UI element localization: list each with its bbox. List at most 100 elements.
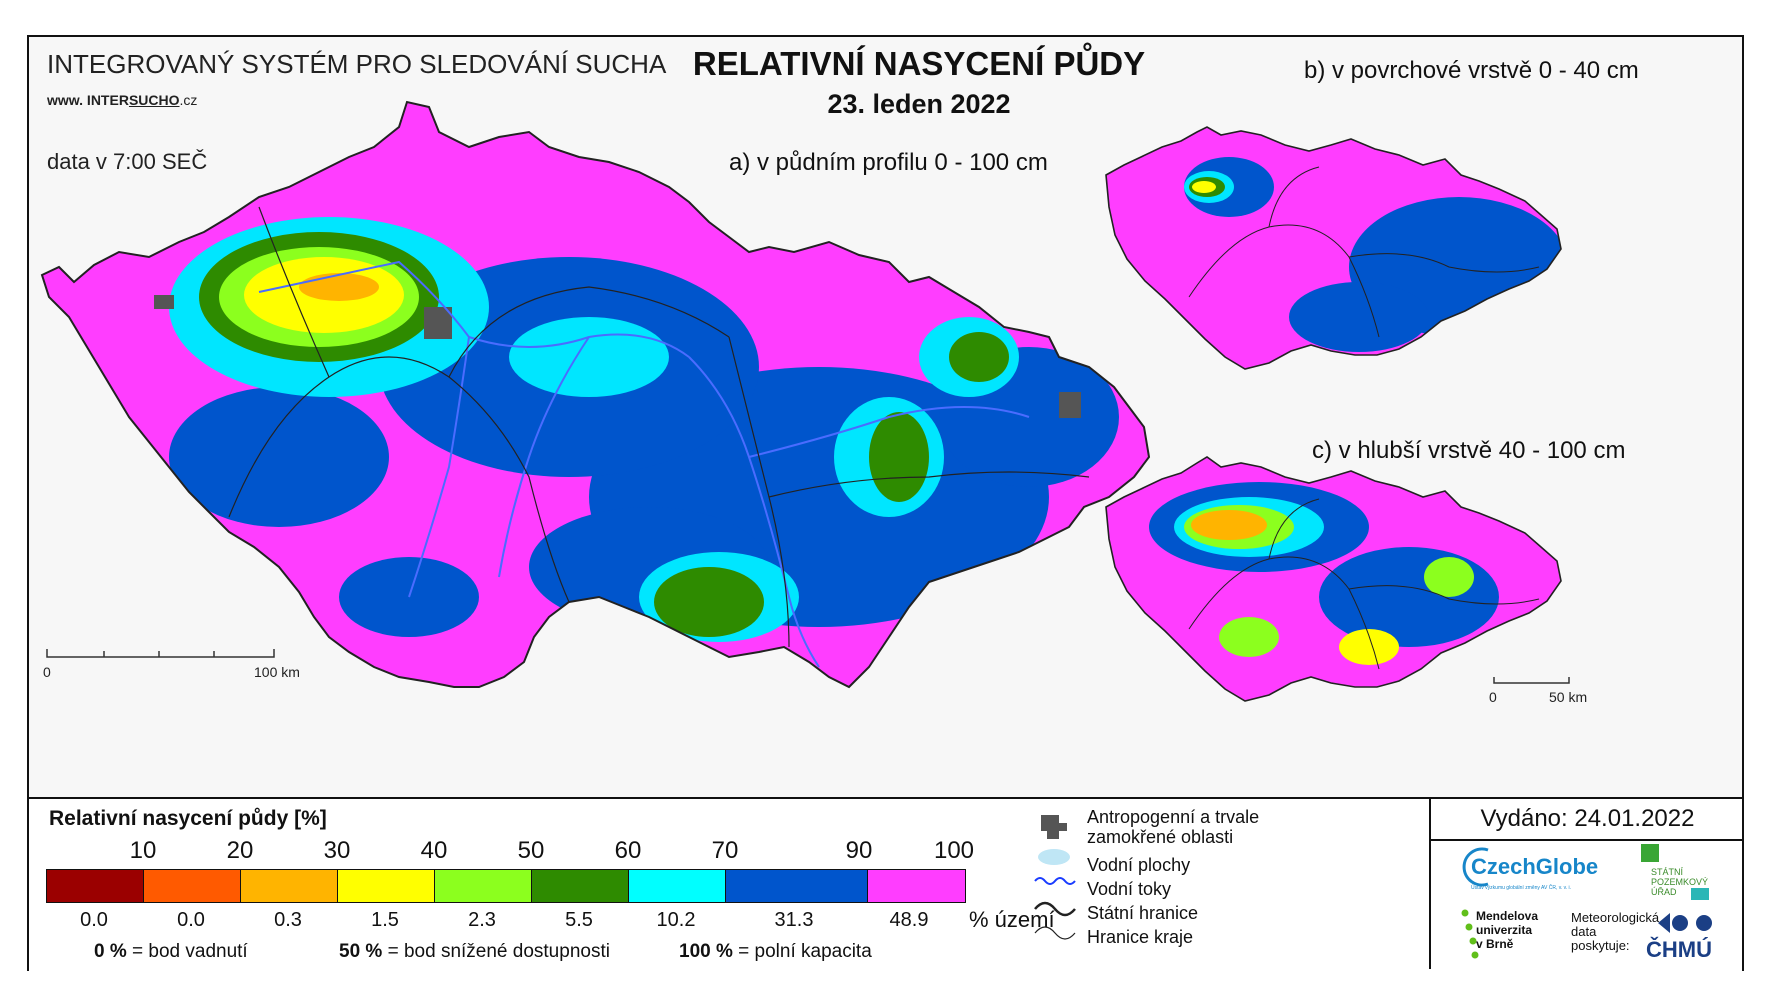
spu-logo: STÁTNÍ POZEMKOVÝ ÚŘAD	[1651, 867, 1708, 897]
legend-threshold: 40	[420, 837, 448, 864]
chmu-logo-icon	[1658, 913, 1712, 933]
map-c-zone-70-90	[1319, 547, 1499, 647]
key-state-border: Státní hranice	[1087, 903, 1199, 923]
legend-area-percent: 48.9	[889, 909, 929, 931]
map-a-title: a) v půdním profilu 0 - 100 cm	[729, 149, 1048, 176]
map-a-zone-50-60	[869, 412, 929, 502]
mendelu-logo-icon	[1461, 909, 1479, 959]
note-text: = polní kapacita	[738, 941, 872, 962]
mendelu-line: univerzita	[1476, 923, 1533, 937]
scale-main-start: 0	[43, 664, 51, 680]
chmu-logo: ČHMÚ	[1646, 937, 1712, 962]
legend-swatch	[338, 870, 435, 902]
scale-small-end: 50 km	[1549, 689, 1588, 705]
legend-threshold: 20	[226, 837, 254, 864]
czechglobe-subtitle: Ústav výzkumu globální změny AV ČR, v. v…	[1471, 885, 1572, 891]
key-streams: Vodní toky	[1087, 879, 1172, 899]
spu-line: POZEMKOVÝ	[1651, 877, 1709, 887]
map-a	[40, 100, 1151, 689]
note-reduced-availability: 50 % = bod snížené dostupnosti	[339, 941, 610, 963]
legend-threshold: 50	[517, 837, 545, 864]
legend-swatch	[532, 870, 629, 902]
note-value: 0 %	[94, 941, 127, 962]
map-c-title: c) v hlubší vrstvě 40 - 100 cm	[1312, 437, 1626, 464]
map-poster: INTEGROVANÝ SYSTÉM PRO SLEDOVÁNÍ SUCHA w…	[27, 35, 1744, 971]
data-time: data v 7:00 SEČ	[47, 149, 208, 174]
website-suffix: .cz	[179, 92, 198, 108]
main-title: RELATIVNÍ NASYCENÍ PŮDY	[692, 45, 1146, 82]
legend-swatch	[435, 870, 532, 902]
map-c-zone-30-40	[1339, 629, 1399, 665]
map-a-anthropogenic-area	[1059, 392, 1081, 418]
scale-main-end: 100 km	[254, 664, 300, 680]
legend-swatch	[726, 870, 868, 902]
map-a-anthropogenic-area	[154, 295, 174, 309]
legend-area-percent: 0.0	[80, 909, 108, 931]
anthropogenic-area-icon	[1041, 815, 1067, 839]
legend-swatch	[241, 870, 338, 902]
website-prefix: www. INTER	[47, 92, 129, 108]
map-c-zone-20-30	[1191, 510, 1267, 540]
map-b-state-border	[1105, 126, 1562, 370]
key-anthropogenic: Antropogenní a trvale zamokřené oblasti	[1087, 807, 1260, 847]
map-a-zone-70-90	[169, 387, 389, 527]
map-c-state-border	[1105, 456, 1562, 702]
scale-bar-small	[1493, 677, 1570, 684]
legend-title: Relativní nasycení půdy [%]	[49, 807, 327, 830]
legend-swatch	[144, 870, 241, 902]
meteo-line: data	[1571, 924, 1597, 939]
legend-threshold: 90	[845, 837, 873, 864]
legend-threshold: 100	[933, 837, 975, 864]
map-a-anthropogenic-area	[424, 307, 452, 339]
legend-area-percent: 0.3	[274, 909, 302, 931]
legend-area-percent: 31.3	[774, 909, 814, 931]
legend-swatch	[629, 870, 726, 902]
water-body-icon	[1038, 849, 1070, 865]
region-border-icon	[1034, 926, 1076, 940]
map-b-zone-70-90	[1289, 282, 1429, 352]
note-text: = bod vadnutí	[132, 941, 248, 962]
map-c-zone-40-50	[1424, 557, 1474, 597]
map-area: INTEGROVANÝ SYSTÉM PRO SLEDOVÁNÍ SUCHA w…	[29, 37, 1742, 797]
map-a-zone-50-60	[949, 332, 1009, 382]
mendelu-line: v Brně	[1476, 937, 1514, 951]
legend-swatch	[868, 870, 965, 902]
map-a-zone-60-70	[509, 317, 669, 397]
spu-line: STÁTNÍ	[1651, 867, 1684, 877]
meteo-data-provider: Meteorologická data poskytuje:	[1571, 911, 1659, 953]
map-b-title: b) v povrchové vrstvě 0 - 40 cm	[1304, 57, 1639, 84]
mendelu-line: Mendelova	[1476, 909, 1539, 923]
legend-area: Relativní nasycení půdy [%] 10 20 30 40 …	[29, 797, 1744, 971]
map-b-region-borders	[1188, 166, 1540, 338]
legend-swatch	[47, 870, 144, 902]
note-field-capacity: 100 % = polní kapacita	[679, 941, 872, 963]
map-layers	[40, 100, 1570, 702]
czechglobe-logo-icon	[1462, 847, 1489, 887]
scale-small-start: 0	[1489, 689, 1497, 705]
state-border-icon	[1034, 901, 1076, 917]
key-region-border: Hranice kraje	[1087, 927, 1194, 947]
meteo-line: poskytuje:	[1571, 938, 1630, 953]
stream-icon	[1034, 877, 1076, 885]
legend-threshold: 30	[323, 837, 351, 864]
meteo-line: Meteorologická	[1571, 910, 1660, 925]
map-a-state-border	[40, 100, 1151, 689]
map-a-zone-50-60	[654, 567, 764, 637]
key-water-bodies: Vodní plochy	[1087, 855, 1191, 875]
legend-area-percent: 1.5	[371, 909, 399, 931]
map-b	[1105, 126, 1562, 370]
legend-area-percent: 10.2	[656, 909, 696, 931]
website: www. INTERSUCHO.cz	[47, 92, 197, 108]
map-a-region-borders	[228, 206, 1090, 648]
map-date: 23. leden 2022	[827, 89, 1011, 119]
map-a-zone-20-30	[299, 273, 379, 301]
scale-bar-main	[46, 649, 275, 658]
spu-line: ÚŘAD	[1651, 887, 1677, 897]
legend-area-percent: 0.0	[177, 909, 205, 931]
legend-threshold: 70	[711, 837, 739, 864]
czechglobe-logo: CzechGlobe	[1471, 854, 1599, 879]
note-text: = bod snížené dostupnosti	[387, 941, 610, 962]
mendelu-logo: Mendelova univerzita v Brně	[1476, 909, 1538, 951]
map-a-streams	[258, 260, 1030, 668]
issued-date: Vydáno: 24.01.2022	[1431, 799, 1744, 841]
